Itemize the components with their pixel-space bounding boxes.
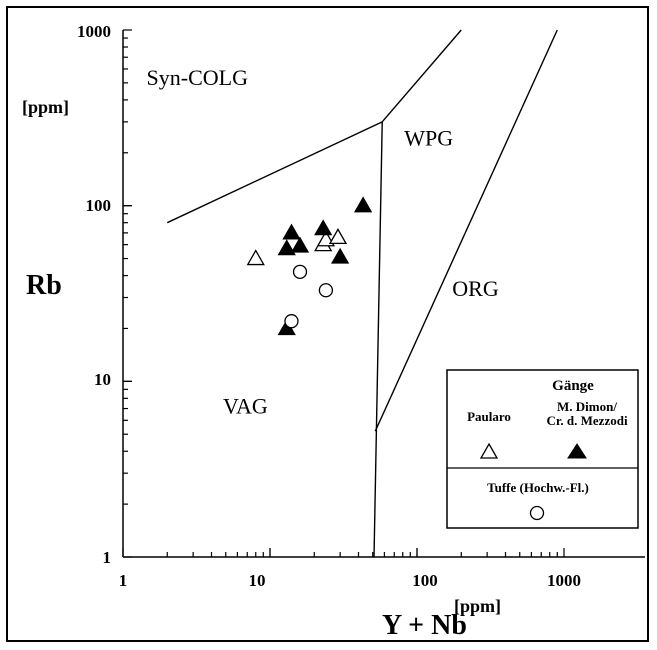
y-tick-label-100: 100 [86, 196, 112, 215]
boundary-line [166, 121, 383, 224]
data-point-filled-triangle [314, 219, 333, 236]
y-tick-label-1: 1 [103, 548, 112, 567]
data-point-open-circle [284, 314, 299, 329]
x-tick-label-100: 100 [412, 571, 438, 590]
y-axis-label: Rb [26, 270, 62, 301]
data-point-open-triangle [328, 228, 348, 245]
boundary-line [381, 29, 462, 123]
legend: Gänge Paularo M. Dimon/ Cr. d. Mezzodi T… [446, 369, 639, 529]
y-unit-label: [ppm] [22, 97, 69, 117]
legend-marker-open-circle [529, 505, 545, 521]
data-point-open-circle [292, 264, 308, 279]
legend-marker-filled-triangle [567, 443, 587, 459]
data-point-open-circle [318, 283, 334, 298]
x-tick-label-1000: 1000 [547, 571, 581, 590]
data-point-open-triangle [246, 249, 265, 266]
data-point-filled-triangle [277, 239, 296, 256]
x-tick-label-10: 10 [249, 571, 266, 590]
x-tick-label-1: 1 [119, 571, 128, 590]
data-point-filled-triangle [353, 196, 373, 213]
field-label-vag: VAG [223, 393, 268, 418]
field-boundaries [166, 29, 558, 558]
data-point-filled-triangle [331, 247, 350, 264]
legend-title: Gänge [552, 378, 594, 394]
data-point-filled-triangle [282, 223, 301, 240]
boundary-line [374, 29, 558, 432]
y-tick-label-1000: 1000 [77, 22, 111, 41]
x-unit-label: [ppm] [454, 596, 501, 616]
figure-frame [6, 6, 649, 642]
legend-marker-open-triangle [479, 442, 499, 459]
field-label-wpg: WPG [404, 125, 453, 150]
legend-box [446, 369, 639, 529]
legend-entry-tuffe: Tuffe (Hochw.-Fl.) [487, 480, 589, 495]
legend-entry-m-dimon: M. Dimon/ [557, 399, 617, 414]
boundary-line [373, 121, 383, 558]
field-label-syn-colg: Syn-COLG [147, 65, 249, 90]
x-axis-label: Y + Nb [382, 610, 467, 641]
y-tick-label-10: 10 [94, 370, 111, 389]
axis-ticks [122, 29, 565, 558]
legend-entry-cr-mezzodi: Cr. d. Mezzodi [546, 413, 628, 428]
legend-entry-paularo: Paularo [467, 409, 511, 424]
data-point-filled-triangle [290, 236, 310, 253]
field-label-org: ORG [452, 276, 499, 301]
data-points [246, 196, 373, 336]
